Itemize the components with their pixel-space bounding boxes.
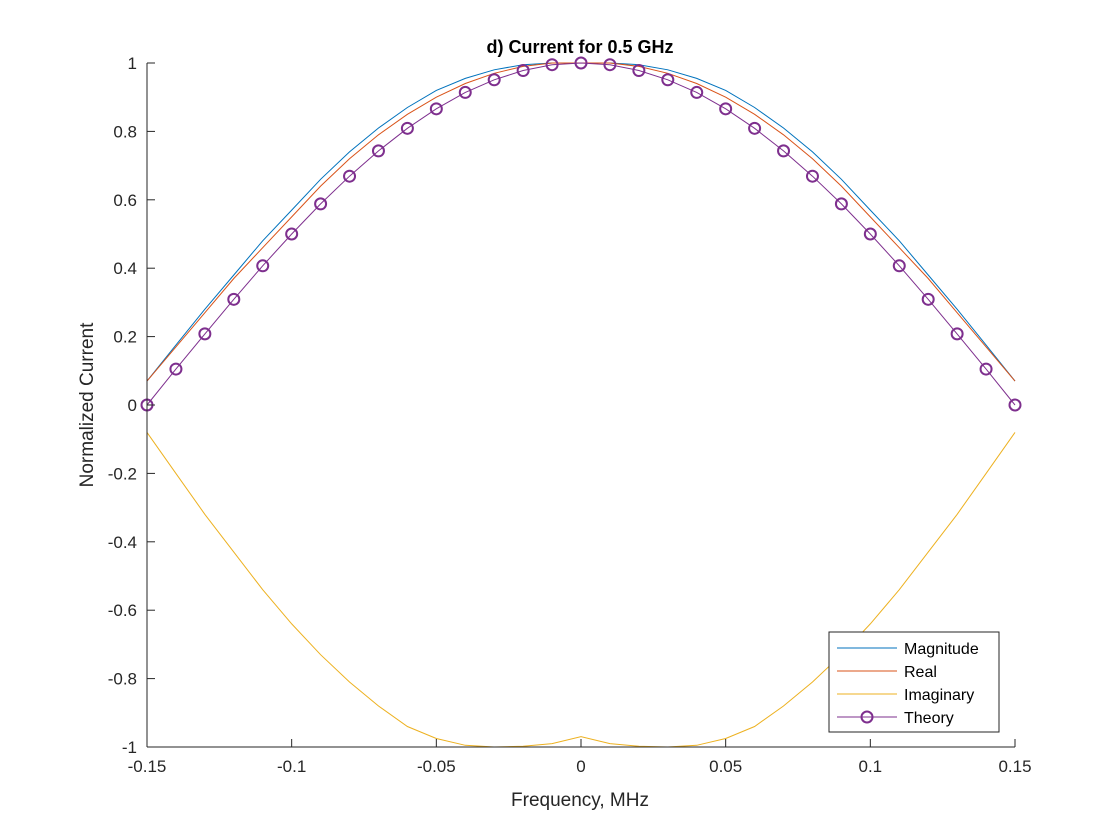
data-point-theory	[400, 121, 414, 135]
data-point-theory	[950, 327, 964, 341]
x-ticks: -0.15 -0.1 -0.05 0 0.05 0.1 0.15	[128, 739, 1032, 776]
data-point-theory	[603, 58, 617, 72]
x-tick-label: -0.15	[128, 757, 167, 776]
x-tick-label: 0.1	[859, 757, 883, 776]
data-point-theory	[314, 197, 328, 211]
data-point-theory	[805, 169, 819, 183]
data-point-theory	[198, 327, 212, 341]
data-point-theory	[632, 64, 646, 78]
data-point-theory	[719, 102, 733, 116]
series-line-imaginary	[146, 432, 1016, 748]
y-tick-label: -0.2	[108, 464, 137, 483]
data-point-theory	[574, 56, 588, 70]
data-point-theory	[1008, 398, 1022, 412]
y-tick-label: 0.8	[113, 122, 137, 141]
chart-title: d) Current for 0.5 GHz	[486, 37, 673, 57]
legend-label-imaginary: Imaginary	[904, 687, 974, 704]
data-point-theory	[979, 362, 993, 376]
data-point-theory	[371, 144, 385, 158]
x-tick-label: 0	[576, 757, 585, 776]
data-point-theory	[429, 102, 443, 116]
data-point-theory	[690, 85, 704, 99]
legend-label-magnitude: Magnitude	[904, 641, 979, 658]
data-point-theory	[516, 64, 530, 78]
data-point-theory	[748, 121, 762, 135]
legend-label-theory: Theory	[904, 710, 954, 727]
data-point-theory	[343, 169, 357, 183]
y-tick-label: 1	[128, 54, 137, 73]
legend-marker-theory	[860, 710, 874, 724]
data-point-theory	[227, 292, 241, 306]
legend: Magnitude Real Imaginary Theory	[828, 631, 1000, 733]
y-tick-label: 0.4	[113, 259, 137, 278]
y-axis-label: Normalized Current	[77, 322, 98, 487]
data-point-theory	[661, 73, 675, 87]
data-point-theory	[777, 144, 791, 158]
data-point-theory	[169, 362, 183, 376]
y-tick-label: -1	[122, 738, 137, 757]
y-tick-label: 0	[128, 396, 137, 415]
data-point-theory	[863, 227, 877, 241]
legend-label-real: Real	[904, 664, 937, 681]
y-tick-label: 0.6	[113, 191, 137, 210]
x-axis-label: Frequency, MHz	[511, 790, 649, 811]
series-line-theory	[146, 62, 1016, 406]
x-tick-label: -0.1	[277, 757, 306, 776]
x-tick-label: -0.05	[417, 757, 456, 776]
data-point-theory	[458, 85, 472, 99]
data-point-theory	[892, 259, 906, 273]
data-point-theory	[256, 259, 270, 273]
y-ticks: -1 -0.8 -0.6 -0.4 -0.2 0 0.2 0.4 0.6 0.8 1	[108, 54, 155, 757]
x-tick-label: 0.15	[998, 757, 1031, 776]
y-tick-label: -0.8	[108, 670, 137, 689]
data-point-theory	[545, 58, 559, 72]
data-point-theory	[834, 197, 848, 211]
y-tick-label: -0.4	[108, 533, 137, 552]
y-tick-label: -0.6	[108, 601, 137, 620]
x-tick-label: 0.05	[709, 757, 742, 776]
data-point-theory	[921, 292, 935, 306]
y-tick-label: 0.2	[113, 328, 137, 347]
data-point-theory	[487, 73, 501, 87]
data-point-theory	[285, 227, 299, 241]
legend-box	[828, 631, 1000, 733]
